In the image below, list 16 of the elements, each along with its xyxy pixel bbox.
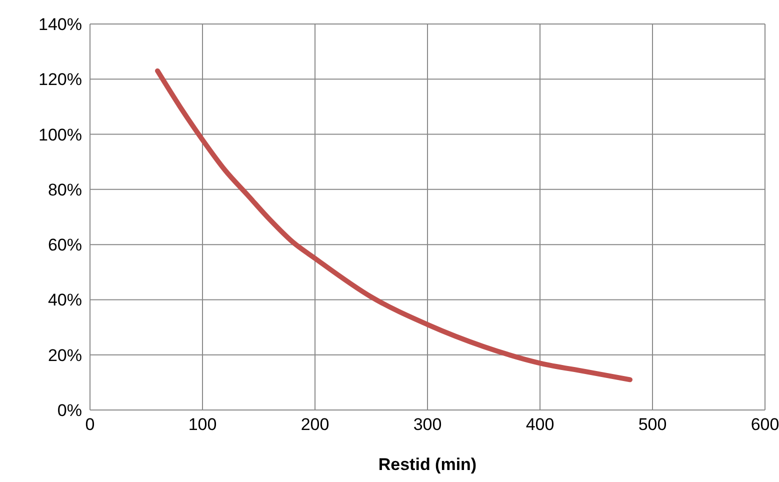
x-tick-label: 300 bbox=[413, 415, 442, 434]
x-tick-label: 200 bbox=[300, 415, 330, 434]
y-tick-label: 60% bbox=[48, 236, 82, 255]
y-tick-label: 120% bbox=[38, 70, 82, 90]
y-tick-label: 40% bbox=[48, 290, 82, 310]
x-tick-label: 600 bbox=[750, 415, 779, 434]
x-tick-label: 0 bbox=[85, 415, 95, 434]
x-axis-title: Restid (min) bbox=[378, 455, 477, 474]
y-tick-label: 140% bbox=[38, 15, 82, 34]
x-tick-label: 100 bbox=[188, 415, 217, 434]
y-tick-label: 100% bbox=[38, 125, 82, 144]
y-tick-label: 20% bbox=[48, 346, 82, 365]
x-tick-label: 500 bbox=[638, 415, 667, 434]
y-tick-label: 80% bbox=[48, 180, 82, 200]
y-tick-label: 0% bbox=[57, 401, 82, 420]
x-tick-label: 400 bbox=[526, 415, 554, 434]
